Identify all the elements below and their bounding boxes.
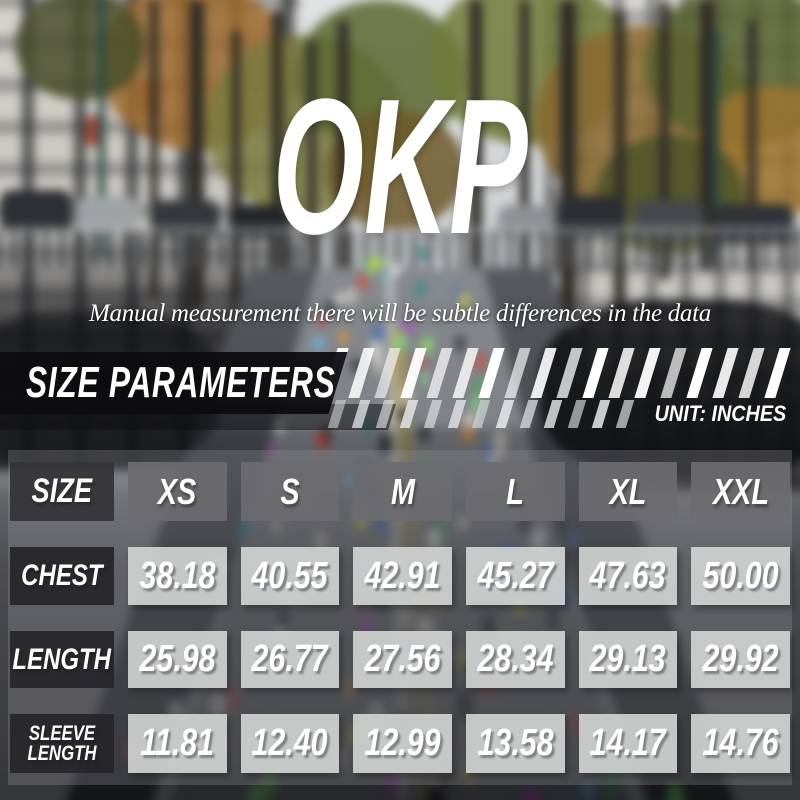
col-header-xl: XL bbox=[578, 462, 678, 521]
cell-sleeve-length-xs: 11.81 bbox=[128, 714, 227, 773]
cell-sleeve-length-l: 13.58 bbox=[465, 714, 565, 773]
cell-sleeve-length-xxl: 14.76 bbox=[691, 714, 790, 773]
cell-sleeve-length-xl: 14.17 bbox=[578, 714, 678, 773]
cell-sleeve-length-s: 12.40 bbox=[240, 714, 340, 773]
row-label-length: LENGTH bbox=[10, 631, 114, 688]
cell-length-xl: 29.13 bbox=[578, 631, 678, 688]
cell-length-l: 28.34 bbox=[465, 631, 565, 688]
cell-chest-xxl: 50.00 bbox=[691, 547, 790, 605]
cell-sleeve-length-m: 12.99 bbox=[353, 714, 452, 773]
row-label-sleeve-length: SLEEVE LENGTH bbox=[10, 714, 114, 773]
cell-chest-l: 45.27 bbox=[465, 547, 565, 605]
size-table-grid: SIZE XS S M L XL XXL CHEST 38.18 40.55 42.91 45.27 4… bbox=[10, 462, 790, 773]
banner-title: SIZE PARAMETERS bbox=[25, 358, 336, 407]
row-label-chest: CHEST bbox=[10, 547, 114, 605]
cell-length-s: 26.77 bbox=[240, 631, 340, 688]
brand-title: OKP bbox=[272, 58, 528, 274]
cell-length-xxl: 29.92 bbox=[691, 631, 790, 688]
cell-chest-s: 40.55 bbox=[240, 547, 340, 605]
size-table: SIZE XS S M L XL XXL CHEST 38.18 40.55 42.91 45.27 4… bbox=[8, 450, 792, 785]
col-header-l: L bbox=[465, 462, 565, 521]
cell-chest-xs: 38.18 bbox=[128, 547, 227, 605]
cell-length-m: 27.56 bbox=[353, 631, 452, 688]
measurement-note: Manual measurement there will be subtle … bbox=[89, 300, 711, 327]
col-header-xxl: XXL bbox=[691, 462, 790, 521]
col-header-m: M bbox=[353, 462, 452, 521]
lamp-post bbox=[712, 30, 719, 255]
size-parameters-banner: SIZE PARAMETERS bbox=[0, 352, 348, 414]
col-header-size: SIZE bbox=[10, 462, 114, 521]
lamp-post bbox=[98, 0, 105, 260]
cell-chest-m: 42.91 bbox=[353, 547, 452, 605]
unit-label: UNIT: INCHES bbox=[654, 401, 786, 426]
col-header-s: S bbox=[240, 462, 340, 521]
cell-chest-xl: 47.63 bbox=[578, 547, 678, 605]
col-header-xs: XS bbox=[128, 462, 227, 521]
railing-fence bbox=[0, 228, 800, 269]
cell-length-xs: 25.98 bbox=[128, 631, 227, 688]
